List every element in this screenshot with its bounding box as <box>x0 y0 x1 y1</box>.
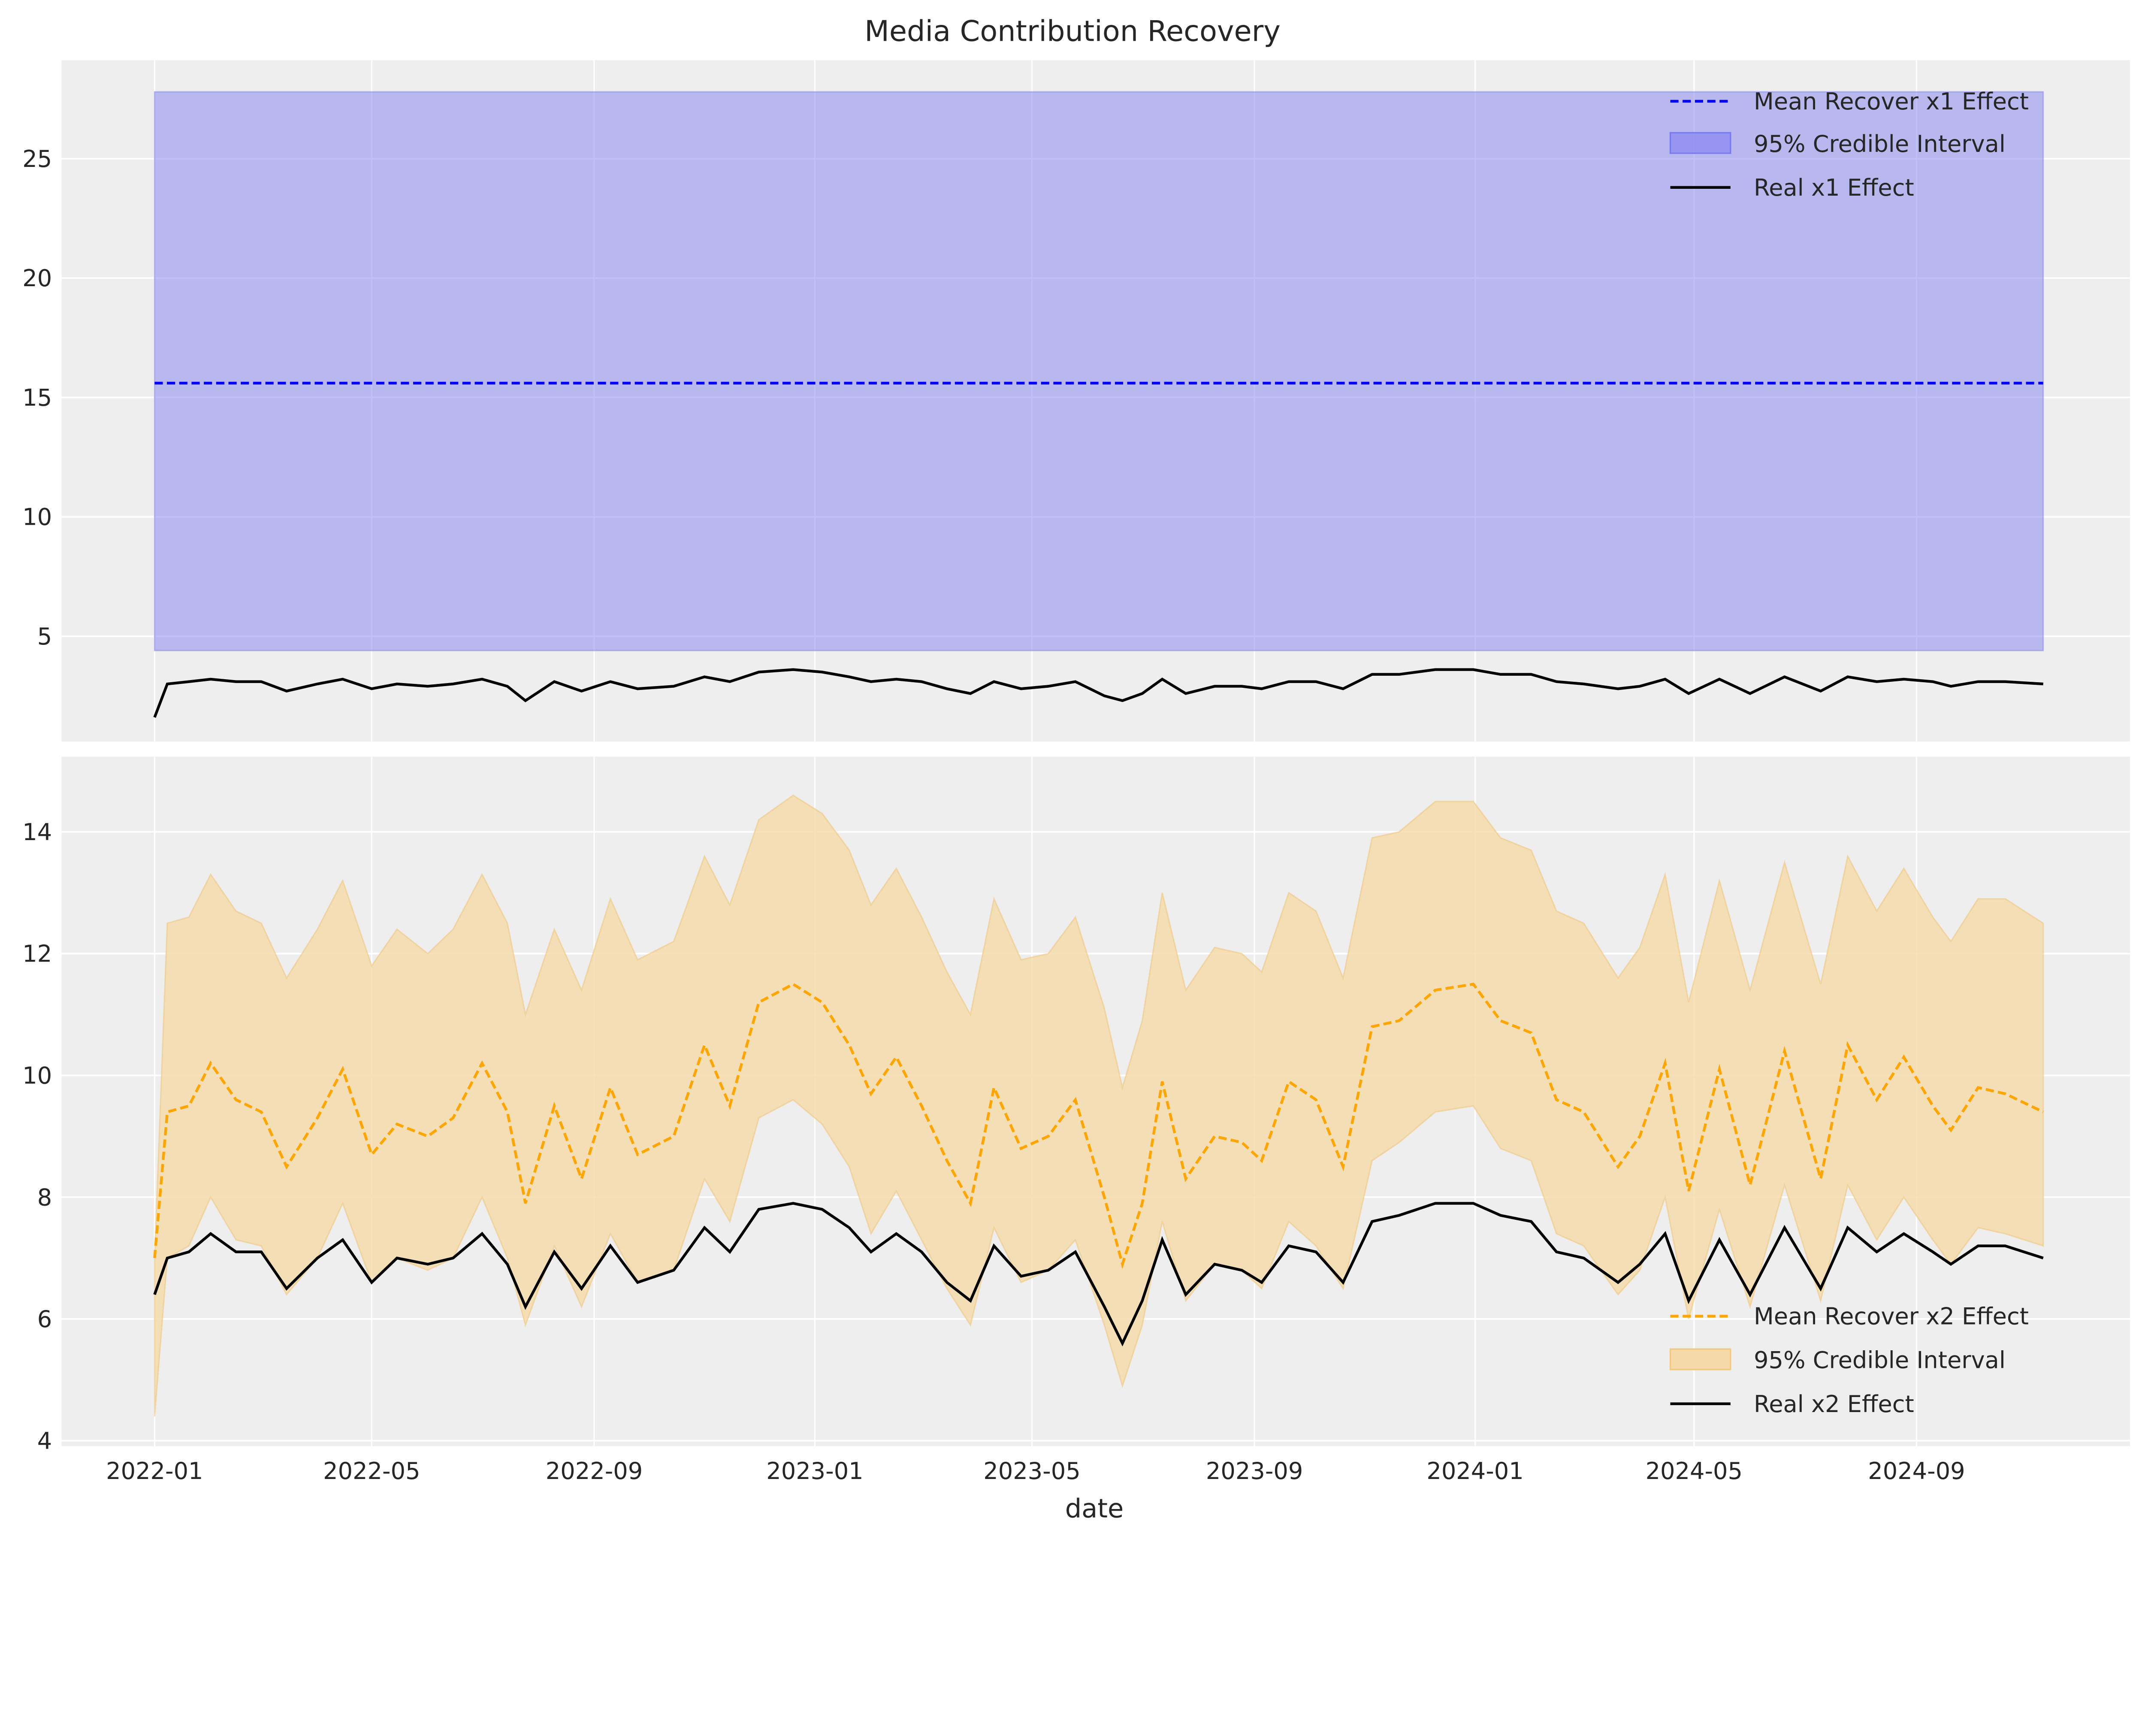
legend-ci-x2-label: 95% Credible Interval <box>1754 1347 2006 1374</box>
chart-title: Media Contribution Recovery <box>864 15 1281 48</box>
x2-credible-interval-band <box>154 794 2044 1417</box>
x-tick-label: 2023-01 <box>766 1458 863 1485</box>
x-tick-label: 2024-01 <box>1426 1458 1523 1485</box>
y-tick-label: 25 <box>22 145 52 172</box>
x1-credible-interval-band <box>154 91 2044 651</box>
legend-real-x1-label: Real x1 Effect <box>1754 174 1914 201</box>
y-tick-label: 14 <box>22 819 52 846</box>
y-tick-label: 8 <box>37 1184 52 1211</box>
x-tick-label: 2023-09 <box>1206 1458 1303 1485</box>
bottom-legend: Mean Recover x2 Effect 95% Credible Inte… <box>1669 1303 2029 1418</box>
legend-ci-x1-swatch <box>1669 132 1731 154</box>
x-tick-label: 2024-05 <box>1646 1458 1743 1485</box>
x1-real-effect-line <box>153 668 2043 718</box>
y-tick-label: 5 <box>37 623 52 650</box>
legend-ci-x2-swatch <box>1669 1348 1731 1370</box>
top-y-axis: 5 10 15 20 25 <box>22 145 52 650</box>
media-contribution-chart: Media Contribution Recovery 5 10 15 20 25 4 6… <box>22 15 2130 1524</box>
y-tick-label: 15 <box>22 384 52 411</box>
y-tick-label: 6 <box>37 1306 52 1333</box>
y-tick-label: 20 <box>22 265 52 292</box>
x-tick-label: 2022-09 <box>546 1458 643 1485</box>
y-tick-label: 12 <box>22 941 52 968</box>
x2-real-effect-line <box>153 1202 2044 1347</box>
top-legend: Mean Recover x1 Effect 95% Credible Inte… <box>1669 88 2029 201</box>
legend-real-x2-label: Real x2 Effect <box>1754 1391 1914 1418</box>
x-tick-label: 2023-05 <box>983 1458 1080 1485</box>
y-tick-label: 4 <box>37 1428 52 1455</box>
x-axis: 2022-01 2022-05 2022-09 2023-01 2023-05 2023-… <box>106 1458 1965 1485</box>
x-tick-label: 2022-05 <box>323 1458 420 1485</box>
y-tick-label: 10 <box>22 504 52 531</box>
x2-mean-recovered-line <box>153 982 2044 1269</box>
x-tick-label: 2024-09 <box>1868 1458 1965 1485</box>
bottom-panel-series <box>153 794 2044 1417</box>
x-axis-label: date <box>1065 1494 1124 1524</box>
y-tick-label: 10 <box>22 1062 52 1089</box>
legend-mean-x2-label: Mean Recover x2 Effect <box>1754 1303 2029 1330</box>
x-tick-label: 2022-01 <box>106 1458 203 1485</box>
top-panel-series <box>153 91 2044 718</box>
bottom-y-axis: 4 6 8 10 12 14 <box>22 819 52 1455</box>
legend-mean-x1-label: Mean Recover x1 Effect <box>1754 88 2029 115</box>
legend-ci-x1-label: 95% Credible Interval <box>1754 130 2006 157</box>
